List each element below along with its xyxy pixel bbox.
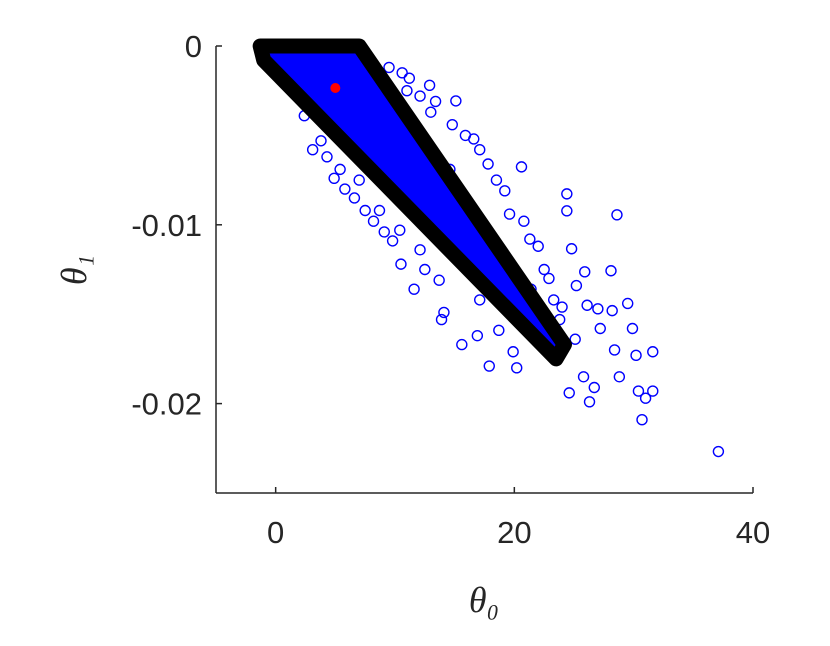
scatter-point [493, 324, 505, 336]
scatter-point [425, 106, 437, 118]
scatter-point [433, 274, 445, 286]
scatter-point [647, 385, 659, 397]
scatter-point [378, 226, 390, 238]
scatter-point [394, 224, 406, 236]
scatter-point [353, 174, 365, 186]
x-tick-label: 20 [497, 515, 531, 550]
x-tick-label: 40 [736, 515, 770, 550]
scatter-point [456, 338, 468, 351]
scatter-point [315, 135, 327, 147]
scatter-point [565, 243, 578, 255]
scatter-point [471, 329, 484, 342]
scatter-point [712, 445, 725, 458]
scatter-point [577, 371, 590, 383]
scatter-point [613, 371, 626, 383]
scatter-point [503, 208, 516, 220]
scatter-point [611, 209, 623, 221]
scatter-point [608, 344, 621, 356]
scatter-point [507, 346, 519, 358]
scatter-point [306, 144, 319, 156]
scatter-point [339, 183, 351, 195]
scatter-point [482, 158, 494, 170]
scatter-point [561, 205, 573, 217]
scatter-point [579, 266, 591, 278]
scatter-point [468, 133, 480, 145]
region [252, 38, 572, 367]
scatter-point [639, 392, 652, 404]
scatter-point [515, 161, 528, 173]
scatter-point [474, 144, 486, 156]
scatter-point [321, 151, 333, 163]
scatter-point [622, 297, 634, 310]
scatter-point [569, 333, 581, 345]
scatter-point [543, 272, 555, 285]
y-tick-label: -0.01 [131, 208, 202, 243]
scatter-point [373, 204, 386, 217]
scatter-point [532, 240, 544, 252]
scatter-point [561, 188, 573, 200]
scatter-point [630, 349, 642, 362]
scatter-point [446, 118, 458, 131]
scatter-point [401, 84, 413, 97]
scatter-point [414, 244, 426, 256]
estimate-point [330, 83, 341, 94]
scatter-point [383, 61, 395, 74]
scatter-point [414, 90, 426, 102]
scatter-point [419, 263, 431, 276]
y-tick-label: 0 [185, 29, 202, 64]
scatter-point [395, 258, 407, 270]
scatter-point [626, 322, 639, 335]
scatter-point [334, 163, 346, 176]
scatter-point [490, 174, 503, 186]
scatter-point [499, 185, 511, 197]
scatter-point [328, 172, 340, 185]
scatter-point [359, 204, 371, 217]
scatter-point [592, 303, 604, 315]
scatter-point [348, 192, 361, 204]
scatter-point [538, 263, 550, 276]
scatter-point [450, 95, 462, 107]
x-tick-label: 0 [267, 515, 284, 550]
scatter-point [367, 215, 380, 227]
scatter-point [483, 360, 495, 372]
scatter-point [518, 215, 530, 227]
scatter-point [429, 95, 442, 108]
y-axis-label: θ₁ [54, 255, 94, 285]
scatter-point [594, 322, 606, 335]
scatter-point [524, 233, 536, 245]
scatter-point [588, 381, 600, 394]
scatter-point [563, 387, 575, 399]
scatter-point [647, 346, 659, 358]
scatter-point [423, 79, 436, 92]
scatter-point [548, 294, 560, 306]
scatter-point [438, 306, 450, 319]
scatter-point [605, 265, 617, 277]
scatter-point [556, 301, 568, 313]
scatter-point [511, 362, 523, 374]
scatter-point [435, 313, 448, 326]
scatter-point [636, 413, 648, 426]
scatter-point [408, 283, 420, 295]
x-axis-label: θ₀ [469, 580, 499, 620]
y-tick-label: -0.02 [131, 387, 202, 422]
scatter-point [606, 304, 618, 317]
scatter-point [632, 385, 645, 397]
scatter-point [581, 299, 593, 311]
scatter-point [474, 294, 486, 306]
scatter-point [583, 396, 596, 408]
scatter-point [570, 279, 583, 292]
scatter-point [403, 72, 416, 84]
scatter-point [386, 235, 399, 247]
scatter-point [396, 67, 408, 79]
